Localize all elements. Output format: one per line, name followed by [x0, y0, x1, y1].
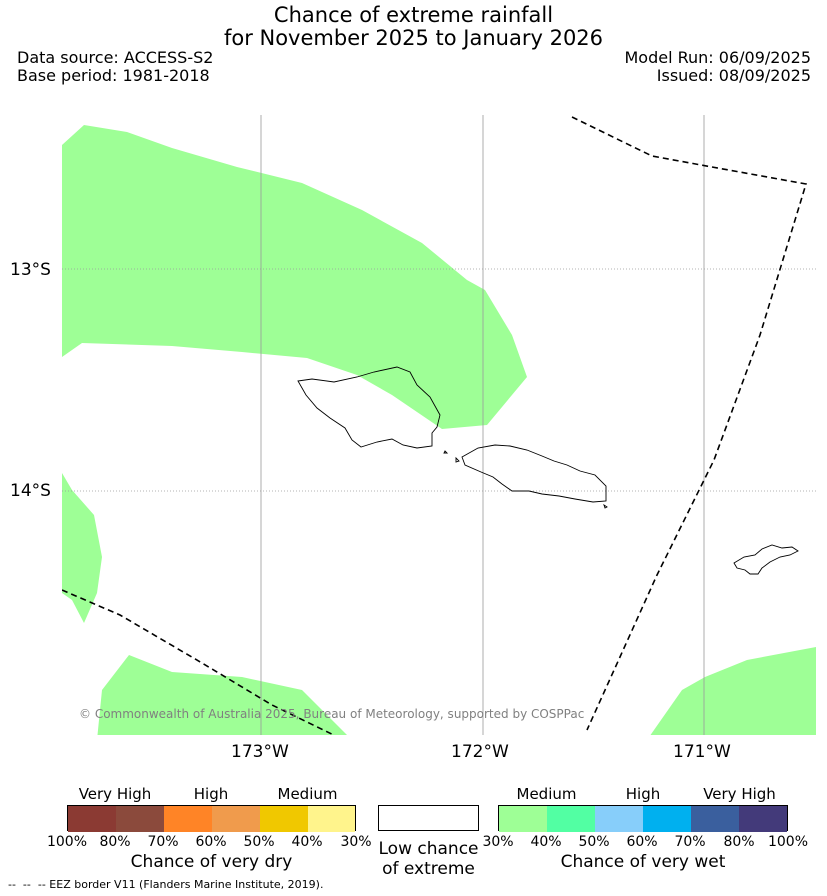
- neutral-label-line1: Low chance: [378, 839, 479, 859]
- dry-tick-30: 30%: [340, 834, 372, 850]
- land-outlines: [297, 366, 799, 575]
- wet-tick-70: 70%: [674, 834, 706, 850]
- base-period-label: Base period: 1981-2018: [17, 66, 210, 85]
- wet-swatch-60-70: [643, 806, 692, 832]
- neutral-label-line2: of extreme: [382, 859, 475, 879]
- wet-group-very-high: Very High: [703, 785, 776, 803]
- graticule: [62, 115, 816, 735]
- map-title-line1: Chance of extreme rainfall: [273, 3, 554, 27]
- dry-tick-60: 60%: [195, 834, 227, 850]
- wet-tick-30: 30%: [482, 834, 514, 850]
- neutral-swatch: [378, 805, 479, 831]
- wet-area-west: [62, 473, 102, 623]
- dry-tick-40: 40%: [291, 834, 323, 850]
- wet-tick-40: 40%: [530, 834, 562, 850]
- lat-label-13s: 13°S: [10, 260, 51, 280]
- model-run-label: Model Run: 06/09/2025: [624, 48, 812, 67]
- wet-swatch-80-100: [739, 806, 787, 832]
- lat-label-14s: 14°S: [10, 481, 51, 501]
- eez-footnote: -- -- -- EEZ border V11 (Flanders Marine…: [8, 878, 324, 891]
- wet-group-medium: Medium: [516, 785, 577, 803]
- wet-tick-80: 80%: [723, 834, 755, 850]
- upolu-islet: [603, 503, 608, 509]
- dry-tick-100: 100%: [46, 834, 88, 850]
- wet-colorbar: [498, 805, 788, 832]
- wet-swatch-40-50: [547, 806, 596, 832]
- dry-legend-title: Chance of very dry: [130, 852, 293, 872]
- wet-swatch-30-40: [499, 806, 548, 832]
- wet-group-high: High: [625, 785, 661, 803]
- lon-label-172w: 172°W: [451, 742, 509, 762]
- wet-tick-50: 50%: [578, 834, 610, 850]
- wet-chance-areas: [62, 125, 816, 735]
- apolima-islet: [443, 450, 449, 454]
- dry-colorbar: [67, 805, 356, 832]
- rainfall-map: [62, 115, 816, 735]
- manono-islet: [455, 456, 460, 463]
- upolu-island: [461, 444, 607, 503]
- dry-tick-80: 80%: [99, 834, 131, 850]
- dry-swatch-40-50: [260, 806, 309, 832]
- data-source-label: Data source: ACCESS-S2: [17, 48, 214, 67]
- savaii-island: [297, 366, 441, 449]
- wet-swatch-50-60: [595, 806, 644, 832]
- wet-area-north: [62, 125, 527, 429]
- dry-swatch-80-100: [68, 806, 117, 832]
- wet-tick-100: 100%: [767, 834, 809, 850]
- lon-label-171w: 171°W: [673, 742, 731, 762]
- dry-group-high: High: [193, 785, 229, 803]
- dry-tick-70: 70%: [147, 834, 179, 850]
- dry-group-very-high: Very High: [78, 785, 152, 803]
- wet-tick-60: 60%: [626, 834, 658, 850]
- issued-label: Issued: 08/09/2025: [656, 66, 811, 85]
- wet-legend-title: Chance of very wet: [560, 852, 726, 872]
- wet-swatch-70-80: [691, 806, 740, 832]
- eez-border: [62, 116, 808, 735]
- dry-group-medium: Medium: [277, 785, 338, 803]
- wet-area-southeast: [650, 647, 816, 735]
- wet-area-southwest: [97, 655, 347, 735]
- dry-tick-50: 50%: [243, 834, 275, 850]
- dry-swatch-70-80: [116, 806, 165, 832]
- map-title-line2: for November 2025 to January 2026: [223, 26, 604, 50]
- dry-swatch-60-70: [164, 806, 213, 832]
- copyright-notice: © Commonwealth of Australia 2025, Bureau…: [79, 707, 585, 721]
- lon-label-173w: 173°W: [231, 742, 289, 762]
- tutuila-island: [733, 544, 799, 575]
- dry-swatch-30-40: [308, 806, 355, 832]
- dry-swatch-50-60: [212, 806, 261, 832]
